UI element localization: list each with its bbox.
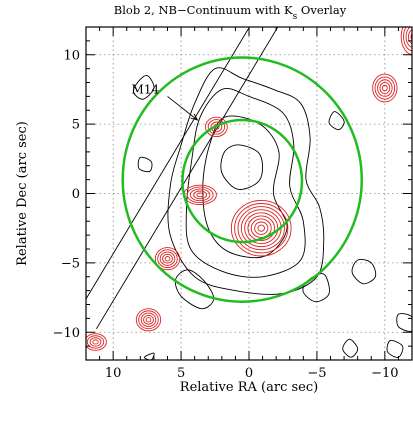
ks-contour <box>92 339 99 345</box>
ks-contour <box>207 119 226 135</box>
x-tick-label: −10 <box>371 366 398 381</box>
ks-contour <box>157 249 178 269</box>
annotation-arrowhead <box>190 113 199 121</box>
y-tick-label: 5 <box>72 118 80 133</box>
y-axis-title: Relative Dec (arc sec) <box>15 121 30 266</box>
outer-aperture-circle <box>121 56 363 303</box>
nb-contour <box>167 67 325 295</box>
ks-contour <box>210 121 223 133</box>
ks-contour <box>254 221 269 235</box>
ks-contour <box>135 308 162 332</box>
nb-contour <box>174 269 215 310</box>
ks-contour <box>381 84 388 92</box>
ks-contour <box>143 314 154 325</box>
ks-contour <box>244 212 279 245</box>
nb-contour <box>396 313 412 332</box>
ks-contour <box>408 29 412 45</box>
ks-contour <box>257 224 265 232</box>
ks-contour <box>89 337 102 347</box>
ks-contour <box>410 33 412 41</box>
ks-contour <box>162 253 173 264</box>
ks-contour <box>140 312 157 327</box>
data-layer <box>86 27 412 360</box>
ks-contour <box>234 203 289 254</box>
slit-edge <box>86 27 251 300</box>
y-tick-label: 10 <box>63 48 80 63</box>
ks-contour <box>154 247 181 271</box>
tick-layer: 10 5 0 −5 −10 10 5 0 −5 −10 <box>53 26 413 381</box>
x-axis-title: Relative RA (arc sec) <box>180 380 318 395</box>
ks-contour <box>379 82 391 95</box>
nb-contour <box>185 88 306 278</box>
ks-contour <box>164 256 171 262</box>
nb-contour <box>328 111 345 131</box>
grid-layer <box>86 27 412 360</box>
ks-contour <box>196 192 204 198</box>
ks-contour <box>189 188 211 202</box>
nb-contour <box>132 75 155 100</box>
x-tick-label: 10 <box>105 366 122 381</box>
ks-contour <box>183 184 217 206</box>
nb-contour <box>386 340 404 358</box>
ks-contour <box>403 27 412 52</box>
ks-contour <box>159 251 176 266</box>
ks-contour <box>247 215 275 241</box>
ks-contour <box>374 76 396 100</box>
y-tick-label: −10 <box>53 326 80 341</box>
ks-contour <box>86 335 105 349</box>
nb-contour <box>351 259 377 285</box>
ks-contour <box>145 317 152 323</box>
ks-contour <box>193 190 208 200</box>
slit-edge <box>96 27 279 330</box>
ks-contour <box>405 27 412 48</box>
ks-contour <box>186 186 214 204</box>
y-tick-label: −5 <box>61 256 80 271</box>
nb-contour <box>220 144 263 190</box>
annotation-arrow <box>167 96 198 121</box>
inner-aperture-circle <box>181 118 304 244</box>
ks-contour <box>86 333 107 351</box>
ks-contour <box>372 73 398 103</box>
ks-contour <box>237 206 285 251</box>
nb-contour <box>137 156 153 173</box>
ks-contour <box>377 79 393 97</box>
x-tick-label: −5 <box>307 366 326 381</box>
chart-title-subscript: s <box>293 12 298 22</box>
ks-contour <box>230 199 292 257</box>
ks-contour <box>138 310 159 330</box>
x-tick-label: 0 <box>245 366 253 381</box>
nb-contour <box>342 338 359 358</box>
nb-contour <box>302 273 330 303</box>
annotation-m14-label: M14 <box>132 82 160 96</box>
chart-title-suffix: Overlay <box>297 3 346 17</box>
y-tick-label: 0 <box>72 187 80 202</box>
ks-contour <box>205 116 228 138</box>
x-tick-label: 5 <box>177 366 185 381</box>
nb-contour <box>143 352 155 360</box>
ks-contour <box>250 218 272 238</box>
chart-title-main: Blob 2, NB−Continuum with K <box>114 3 293 17</box>
chart-title: Blob 2, NB−Continuum with Ks Overlay <box>114 3 347 22</box>
ks-contour <box>400 27 412 56</box>
